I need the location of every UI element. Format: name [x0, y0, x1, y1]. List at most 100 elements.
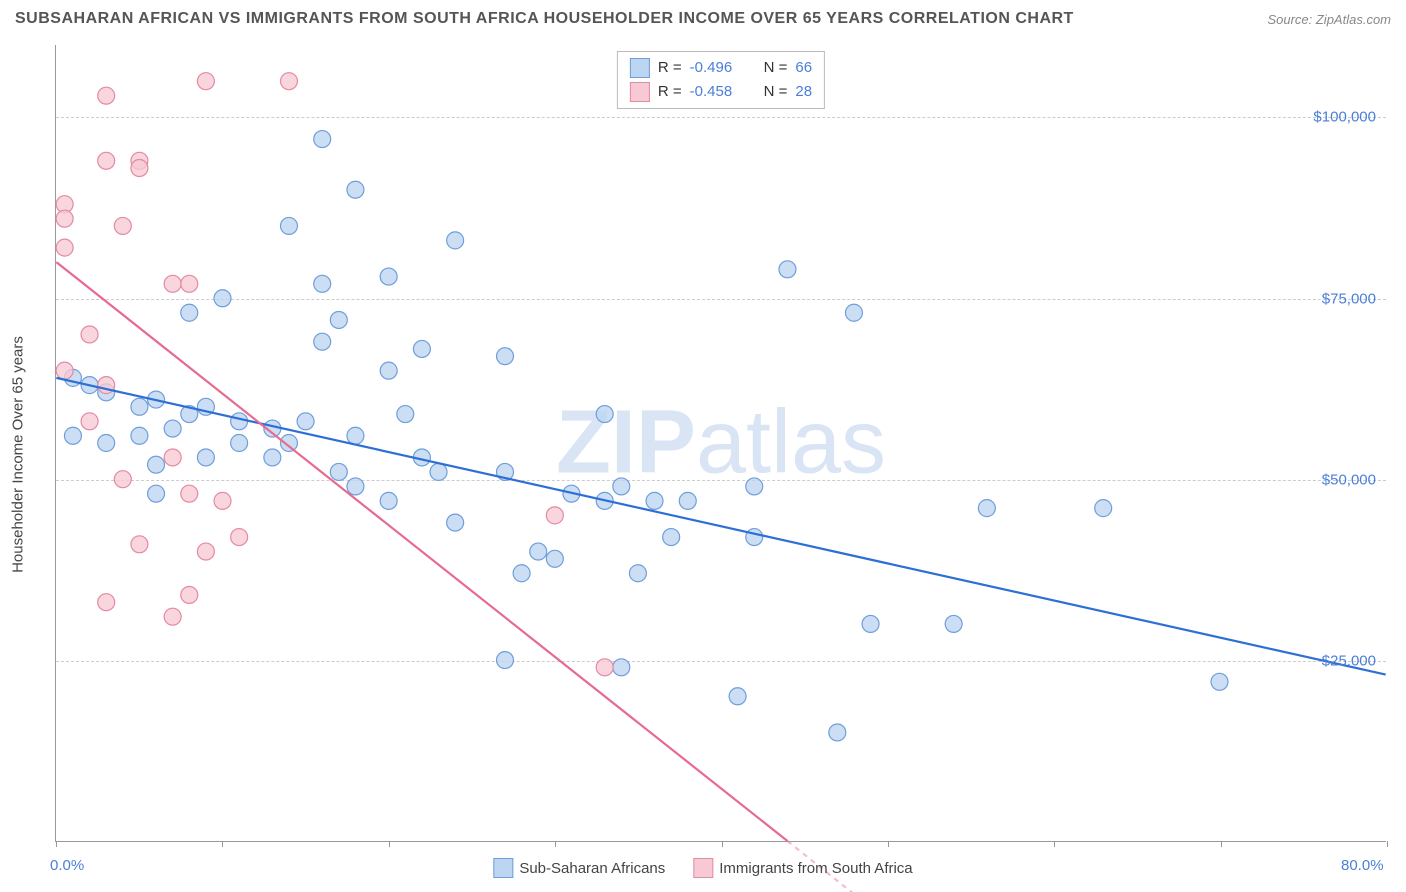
- x-tick: [56, 841, 57, 847]
- data-point: [98, 152, 115, 169]
- data-point: [280, 73, 297, 90]
- n-label: N =: [764, 80, 788, 104]
- r-value: -0.458: [690, 80, 750, 104]
- data-point: [131, 536, 148, 553]
- data-point: [546, 507, 563, 524]
- chart-container: SUBSAHARAN AFRICAN VS IMMIGRANTS FROM SO…: [0, 0, 1406, 892]
- data-point: [629, 565, 646, 582]
- data-point: [746, 529, 763, 546]
- y-tick-label: $25,000: [1322, 652, 1376, 669]
- data-point: [264, 449, 281, 466]
- data-point: [81, 326, 98, 343]
- data-point: [779, 261, 796, 278]
- data-point: [148, 485, 165, 502]
- data-point: [330, 463, 347, 480]
- n-value: 28: [795, 80, 812, 104]
- x-tick: [389, 841, 390, 847]
- data-point: [114, 217, 131, 234]
- data-point: [280, 217, 297, 234]
- data-point: [181, 304, 198, 321]
- series-name: Immigrants from South Africa: [719, 860, 912, 877]
- r-label: R =: [658, 80, 682, 104]
- data-point: [945, 615, 962, 632]
- data-point: [181, 485, 198, 502]
- data-point: [613, 659, 630, 676]
- data-point: [214, 290, 231, 307]
- data-point: [746, 478, 763, 495]
- data-point: [679, 492, 696, 509]
- legend-swatch: [693, 858, 713, 878]
- plot-area: ZIPatlas R =-0.496N =66R =-0.458N =28 $2…: [55, 45, 1386, 842]
- data-point: [380, 268, 397, 285]
- data-point: [131, 398, 148, 415]
- x-tick: [555, 841, 556, 847]
- data-point: [447, 232, 464, 249]
- x-axis-min-label: 0.0%: [50, 857, 84, 874]
- source-label: Source: ZipAtlas.com: [1267, 12, 1391, 27]
- data-point: [530, 543, 547, 560]
- y-axis-title: Householder Income Over 65 years: [10, 336, 27, 573]
- data-point: [613, 478, 630, 495]
- data-point: [131, 427, 148, 444]
- data-point: [231, 435, 248, 452]
- legend-item: Sub-Saharan Africans: [493, 858, 665, 878]
- legend-swatch: [493, 858, 513, 878]
- data-point: [164, 420, 181, 437]
- x-tick: [888, 841, 889, 847]
- data-point: [347, 427, 364, 444]
- correlation-legend: R =-0.496N =66R =-0.458N =28: [617, 51, 825, 109]
- x-tick: [1387, 841, 1388, 847]
- data-point: [314, 333, 331, 350]
- data-point: [596, 659, 613, 676]
- data-point: [81, 413, 98, 430]
- data-point: [496, 652, 513, 669]
- legend-row: R =-0.496N =66: [630, 56, 812, 80]
- data-point: [314, 275, 331, 292]
- r-label: R =: [658, 56, 682, 80]
- data-point: [164, 608, 181, 625]
- y-tick-label: $50,000: [1322, 471, 1376, 488]
- data-point: [862, 615, 879, 632]
- r-value: -0.496: [690, 56, 750, 80]
- data-point: [829, 724, 846, 741]
- data-point: [330, 311, 347, 328]
- data-point: [164, 275, 181, 292]
- data-point: [131, 160, 148, 177]
- legend-swatch: [630, 58, 650, 78]
- data-point: [513, 565, 530, 582]
- legend-swatch: [630, 82, 650, 102]
- data-point: [347, 181, 364, 198]
- x-axis-max-label: 80.0%: [1341, 857, 1384, 874]
- n-label: N =: [764, 56, 788, 80]
- legend-item: Immigrants from South Africa: [693, 858, 912, 878]
- data-point: [380, 362, 397, 379]
- series-name: Sub-Saharan Africans: [519, 860, 665, 877]
- data-point: [347, 478, 364, 495]
- data-point: [148, 456, 165, 473]
- data-point: [214, 492, 231, 509]
- y-tick-label: $75,000: [1322, 290, 1376, 307]
- data-point: [98, 87, 115, 104]
- x-tick: [722, 841, 723, 847]
- data-point: [646, 492, 663, 509]
- data-point: [197, 543, 214, 560]
- title-bar: SUBSAHARAN AFRICAN VS IMMIGRANTS FROM SO…: [15, 10, 1391, 28]
- data-point: [1095, 500, 1112, 517]
- data-point: [181, 586, 198, 603]
- data-point: [397, 406, 414, 423]
- x-tick: [1054, 841, 1055, 847]
- data-point: [114, 471, 131, 488]
- data-point: [314, 131, 331, 148]
- data-point: [231, 413, 248, 430]
- regression-line: [56, 378, 1385, 675]
- plot-svg: [56, 45, 1386, 841]
- x-tick: [222, 841, 223, 847]
- series-legend: Sub-Saharan Africans Immigrants from Sout…: [493, 858, 912, 878]
- data-point: [845, 304, 862, 321]
- data-point: [64, 427, 81, 444]
- data-point: [430, 463, 447, 480]
- data-point: [413, 340, 430, 357]
- data-point: [1211, 673, 1228, 690]
- data-point: [56, 362, 73, 379]
- legend-row: R = -0.458 N = 28: [630, 80, 812, 104]
